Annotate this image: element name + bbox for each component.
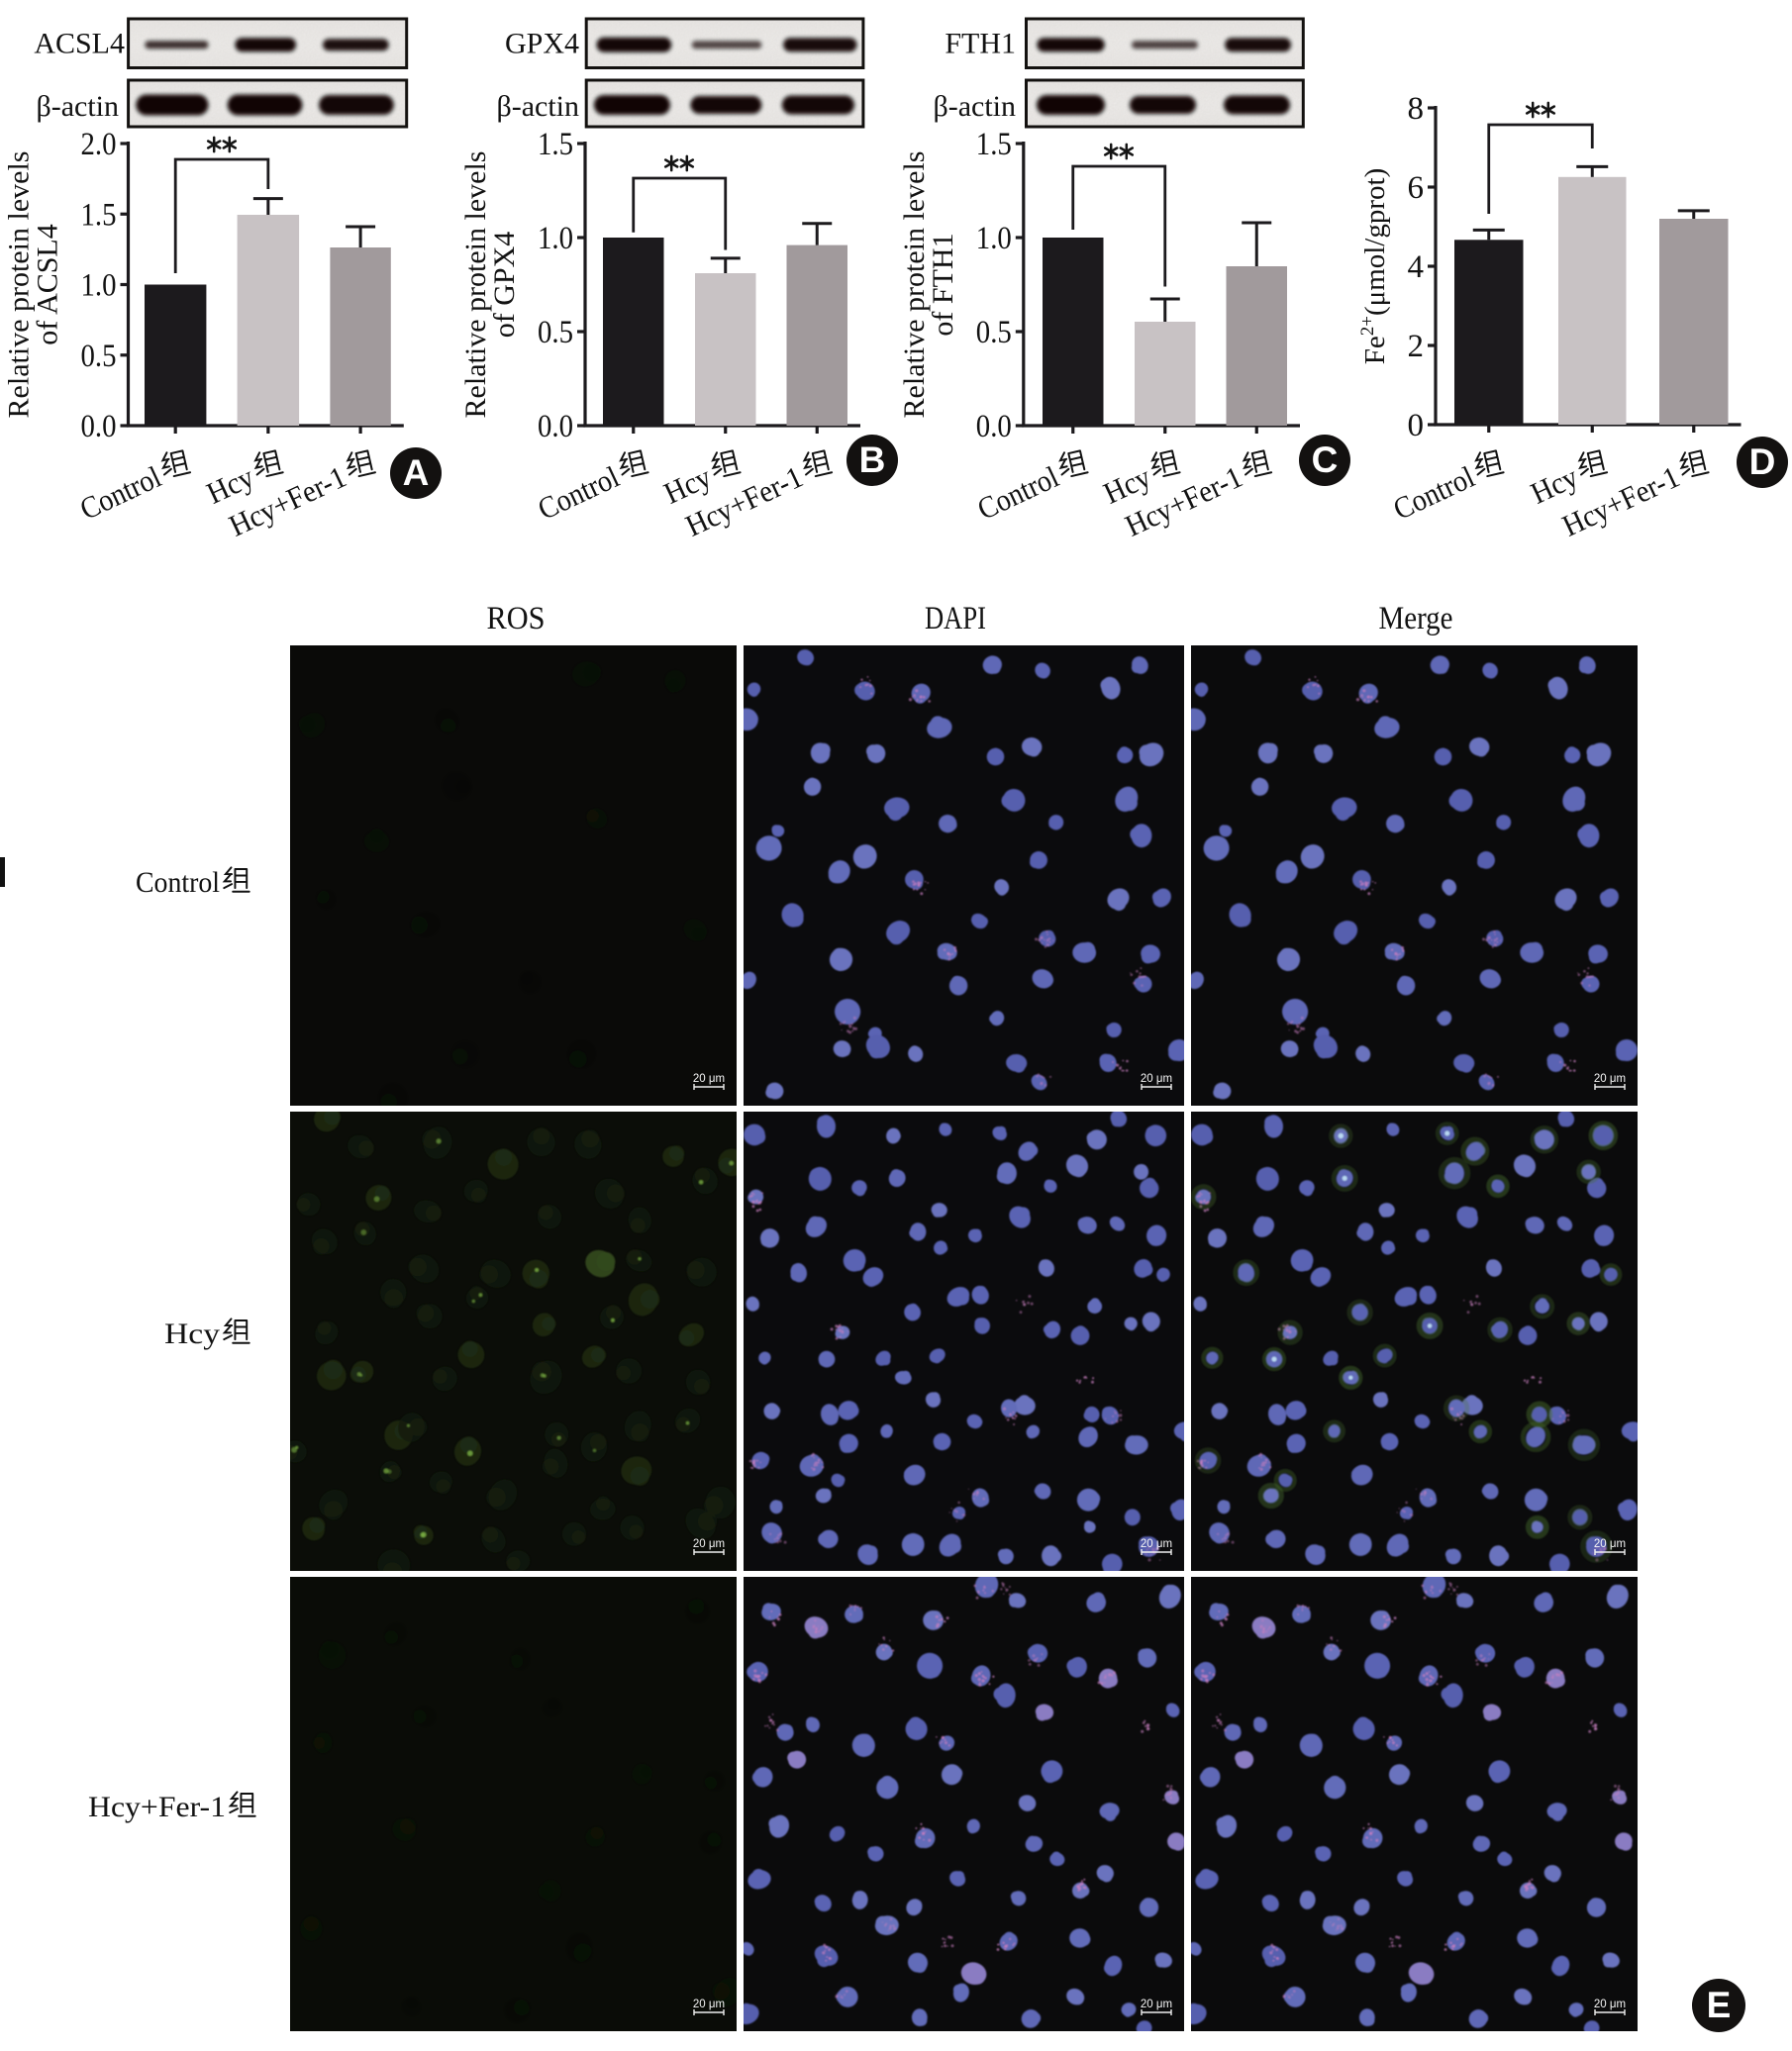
svg-text:ROS: ROS — [487, 601, 546, 636]
svg-text:Hcy: Hcy — [164, 1318, 220, 1350]
svg-text:20 μm: 20 μm — [1594, 1538, 1626, 1550]
svg-text:20 μm: 20 μm — [1594, 1073, 1626, 1085]
svg-text:D: D — [1749, 441, 1776, 482]
svg-text:0.5: 0.5 — [538, 315, 573, 350]
svg-text:8: 8 — [1408, 91, 1425, 127]
svg-text:1.5: 1.5 — [538, 127, 573, 162]
svg-text:1.5: 1.5 — [976, 127, 1012, 162]
svg-text:20 μm: 20 μm — [1141, 1073, 1172, 1085]
svg-text:4: 4 — [1408, 249, 1425, 285]
svg-text:Relative protein levels: Relative protein levels — [3, 151, 36, 419]
svg-text:0.5: 0.5 — [81, 339, 117, 374]
svg-text:FTH1: FTH1 — [945, 28, 1016, 60]
svg-text:of FTH1: of FTH1 — [927, 233, 959, 336]
svg-text:1.0: 1.0 — [976, 221, 1012, 256]
svg-text:Relative protein levels: Relative protein levels — [898, 151, 931, 419]
svg-text:0.0: 0.0 — [81, 409, 117, 444]
svg-text:β-actin: β-actin — [933, 90, 1016, 123]
svg-text:of ACSL4: of ACSL4 — [32, 224, 64, 345]
svg-text:Control: Control — [136, 866, 220, 899]
svg-text:20 μm: 20 μm — [1594, 1999, 1626, 2010]
svg-text:0.0: 0.0 — [538, 409, 573, 444]
svg-text:20 μm: 20 μm — [1141, 1999, 1172, 2010]
svg-text:A: A — [403, 452, 430, 493]
svg-text:ACSL4: ACSL4 — [34, 28, 125, 60]
svg-text:of GPX4: of GPX4 — [488, 232, 521, 339]
svg-text:6: 6 — [1408, 170, 1425, 206]
svg-text:B: B — [859, 440, 886, 480]
svg-text:β-actin: β-actin — [496, 90, 579, 123]
svg-text:Relative protein levels: Relative protein levels — [459, 151, 492, 419]
svg-text:C: C — [1312, 440, 1339, 480]
svg-text:GPX4: GPX4 — [505, 28, 579, 60]
svg-text:20 μm: 20 μm — [693, 1999, 725, 2010]
svg-text:β-actin: β-actin — [36, 90, 119, 123]
svg-text:1.0: 1.0 — [538, 221, 573, 256]
svg-text:2.0: 2.0 — [81, 127, 117, 162]
svg-text:E: E — [1707, 1985, 1732, 2025]
svg-text:Hcy+Fer-1: Hcy+Fer-1 — [88, 1791, 226, 1823]
svg-text:2: 2 — [1408, 329, 1425, 364]
svg-text:0.0: 0.0 — [976, 409, 1012, 444]
svg-text:0: 0 — [1408, 408, 1425, 443]
svg-text:1.0: 1.0 — [81, 268, 117, 304]
svg-text:20 μm: 20 μm — [1141, 1538, 1172, 1550]
svg-text:20 μm: 20 μm — [693, 1538, 725, 1550]
svg-text:DAPI: DAPI — [925, 601, 986, 636]
svg-text:Merge: Merge — [1379, 601, 1453, 636]
svg-text:0.5: 0.5 — [976, 315, 1012, 350]
svg-text:20 μm: 20 μm — [693, 1073, 725, 1085]
svg-text:1.5: 1.5 — [81, 197, 117, 233]
